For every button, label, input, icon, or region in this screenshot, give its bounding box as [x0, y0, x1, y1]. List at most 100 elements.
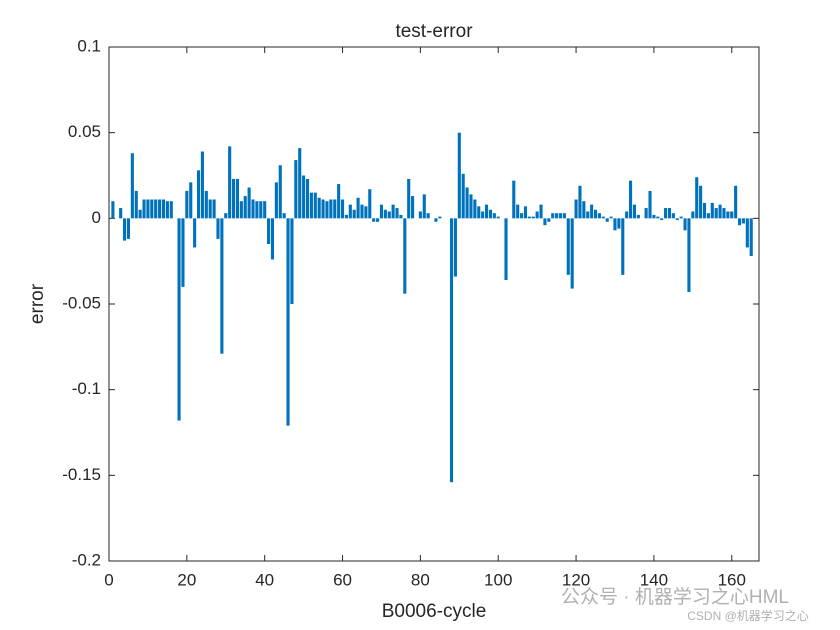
bar: [492, 213, 496, 219]
bar: [329, 199, 333, 219]
bar: [181, 218, 185, 287]
bar: [204, 190, 208, 219]
bar: [255, 201, 259, 219]
bar: [562, 213, 566, 219]
bar: [601, 216, 605, 219]
bar: [539, 204, 543, 219]
bar: [683, 218, 687, 231]
x-axis-label: B0006-cycle: [382, 601, 487, 622]
y-axis-label: error: [27, 283, 48, 324]
bar: [555, 213, 559, 219]
bar: [212, 199, 216, 219]
bar: [702, 202, 707, 219]
bar: [309, 192, 313, 219]
bar: [165, 201, 169, 219]
y-tick-label: 0.1: [77, 36, 101, 55]
bar: [574, 199, 578, 219]
bar: [344, 214, 348, 219]
bar: [364, 206, 368, 219]
bar: [578, 185, 582, 219]
bar: [325, 201, 329, 219]
bar: [200, 151, 204, 219]
bar: [570, 218, 574, 289]
bar: [278, 165, 282, 219]
bar: [699, 185, 703, 219]
bar: [216, 218, 220, 239]
y-tick-label: 0: [92, 208, 101, 227]
bar: [613, 218, 617, 231]
bar: [632, 204, 637, 219]
x-tick-label: 20: [177, 570, 196, 589]
bar: [636, 214, 640, 219]
plot-area: [108, 46, 760, 562]
bar: [130, 153, 134, 219]
bar: [123, 218, 127, 241]
bar: [313, 192, 317, 219]
bar: [231, 178, 236, 219]
bar: [629, 180, 633, 219]
bar: [321, 199, 325, 219]
bar: [691, 211, 695, 219]
bar: [119, 208, 123, 219]
bar: [235, 178, 239, 219]
bar: [403, 218, 407, 294]
bar: [590, 204, 594, 219]
bar: [134, 190, 138, 219]
bar: [586, 211, 590, 219]
bar: [290, 218, 294, 304]
x-tick-label: 80: [411, 570, 430, 589]
bar: [484, 204, 489, 219]
x-tick-label: 0: [104, 570, 113, 589]
chart-title: test-error: [395, 21, 473, 42]
y-tick-label: -0.15: [62, 465, 101, 484]
y-tick-label: -0.2: [72, 550, 101, 569]
bar: [582, 201, 586, 219]
bar: [718, 204, 722, 219]
bar: [675, 218, 679, 221]
bar: [177, 218, 181, 421]
bar: [348, 204, 352, 219]
watermark: 公众号 · 机器学习之心HML: [561, 586, 789, 608]
bar: [407, 178, 411, 219]
bar: [434, 218, 438, 222]
bar: [737, 218, 742, 226]
bar: [154, 199, 158, 219]
bar: [644, 208, 648, 219]
bar: [488, 209, 492, 219]
bar: [372, 218, 376, 222]
bar: [224, 213, 228, 219]
bar: [305, 178, 310, 219]
bar: [274, 182, 278, 219]
bar: [426, 213, 430, 219]
y-tick-label: -0.1: [72, 379, 101, 398]
bar: [282, 213, 286, 219]
bar: [527, 216, 531, 219]
bar: [142, 199, 146, 219]
bar: [333, 199, 337, 219]
bar: [597, 213, 601, 219]
bar: [625, 211, 629, 219]
bar: [352, 209, 356, 219]
bar: [267, 218, 271, 245]
x-tick-label: 140: [640, 570, 668, 589]
bar: [391, 204, 395, 219]
y-tick-label: 0.05: [68, 122, 101, 141]
bar: [294, 160, 298, 219]
bar: [340, 199, 345, 219]
bar: [671, 213, 675, 219]
bar: [395, 208, 399, 219]
bar: [243, 196, 247, 219]
x-tick-label: 120: [562, 570, 590, 589]
bar: [695, 177, 699, 219]
bar: [189, 182, 193, 219]
bar: [387, 211, 391, 219]
bar: [477, 206, 481, 219]
bar: [453, 218, 457, 277]
bar: [360, 204, 364, 219]
bar: [259, 201, 263, 219]
bar: [730, 211, 734, 219]
x-tick-label: 60: [333, 570, 352, 589]
bar: [648, 190, 652, 219]
bar: [652, 214, 656, 219]
x-tick-label: 160: [718, 570, 746, 589]
